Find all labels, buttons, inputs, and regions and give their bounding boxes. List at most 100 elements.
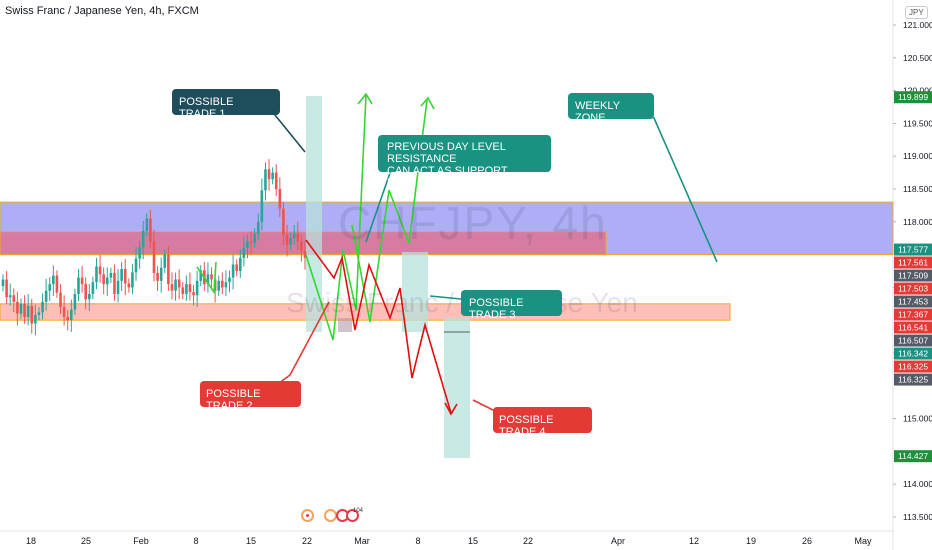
y-tick-label: 113.500	[903, 512, 932, 522]
candle-body	[127, 283, 131, 288]
price-label-box	[894, 321, 932, 334]
trade-2-box	[338, 318, 352, 332]
candle-body	[113, 272, 116, 294]
candle-body	[167, 254, 170, 285]
candle-body	[238, 257, 242, 271]
y-tick-label: 119.000	[903, 151, 932, 161]
candle-body	[221, 280, 224, 288]
x-tick-label: 15	[468, 536, 478, 546]
price-label-box	[894, 295, 932, 308]
price-label: 116.342	[898, 349, 928, 359]
chart-zones	[0, 201, 894, 321]
annotation-possible-trade-2[interactable]: POSSIBLE TRADE 2	[200, 381, 301, 412]
candle-body	[123, 269, 127, 284]
time-axis: 18 25 Feb 8 15 22 Mar 8 15 22 Apr 12 19 26 May	[26, 536, 872, 546]
x-tick-label: 15	[246, 536, 256, 546]
red-arrowhead	[444, 402, 458, 416]
economic-event-icon[interactable]	[346, 509, 359, 522]
candle-body	[12, 295, 16, 302]
price-label-box	[894, 450, 932, 463]
candle-body	[105, 277, 109, 285]
candle-body	[170, 284, 174, 291]
candle-body	[242, 248, 246, 258]
candle-body	[210, 274, 213, 280]
candle-body	[174, 279, 177, 291]
candle-body	[116, 280, 120, 294]
price-label: 117.561	[898, 258, 928, 268]
annotation-possible-trade-3[interactable]: POSSIBLE TRADE 3	[461, 290, 562, 321]
y-tick-label: 118.000	[903, 217, 932, 227]
candle-body	[44, 290, 48, 302]
candle-body	[271, 172, 274, 180]
candle-body	[141, 230, 145, 248]
candle-body	[23, 303, 26, 317]
candle-body	[159, 267, 163, 281]
price-label-box	[894, 282, 932, 295]
candle-body	[102, 274, 105, 285]
candle-body	[19, 303, 23, 314]
price-label: 116.325	[898, 375, 928, 385]
candle-body	[192, 291, 195, 296]
y-tick-label: 119.500	[903, 118, 932, 128]
candle-body	[274, 172, 278, 189]
candle-body	[289, 238, 292, 245]
candle-body	[16, 301, 19, 314]
candle-body	[37, 312, 41, 315]
price-label: 116.325	[898, 362, 928, 372]
chart-grid	[0, 0, 894, 550]
candle-body	[267, 169, 271, 180]
candle-body	[98, 266, 102, 275]
candle-body	[84, 284, 87, 300]
resistance-pointer	[365, 169, 392, 243]
x-tick-label: 26	[802, 536, 812, 546]
green-arrowhead-2	[420, 96, 435, 110]
candle-body	[87, 293, 91, 300]
annotation-possible-trade-1[interactable]: POSSIBLE TRADE 1	[172, 89, 280, 120]
candle-body	[8, 295, 12, 298]
candle-body	[95, 266, 98, 283]
candle-body	[249, 241, 253, 243]
x-tick-label: 22	[523, 536, 533, 546]
annotation-weekly-zone[interactable]: WEEKLY ZONE..	[568, 93, 654, 124]
economic-event-icon[interactable]	[301, 509, 314, 522]
y-tick-label: 121.000	[903, 20, 932, 30]
currency-label[interactable]: JPY	[905, 6, 928, 19]
trade-1-box	[306, 96, 322, 332]
x-tick-label: 8	[193, 536, 198, 546]
candlestick-series	[1, 159, 307, 336]
x-tick-label: Mar	[354, 536, 370, 546]
candle-body	[52, 275, 55, 285]
candle-body	[34, 314, 37, 324]
candle-body	[109, 272, 113, 278]
price-label-box	[894, 360, 932, 373]
annotation-previous-day-resistance[interactable]: PREVIOUS DAY LEVEL RESISTANCE CAN ACT AS…	[378, 135, 551, 189]
candle-body	[260, 190, 264, 222]
candle-body	[62, 307, 66, 317]
candle-body	[296, 233, 300, 242]
candle-body	[134, 258, 138, 273]
candle-body	[152, 241, 156, 273]
y-tick-label: 115.000	[903, 414, 932, 424]
price-label-box	[894, 347, 932, 360]
candle-body	[77, 277, 80, 294]
candle-body	[59, 292, 62, 308]
candle-body	[224, 282, 228, 288]
candle-body	[145, 218, 149, 231]
price-label: 117.367	[898, 310, 928, 320]
green-arrowhead-1	[357, 92, 373, 105]
annotation-possible-trade-4[interactable]: POSSIBLE TRADE 4	[493, 407, 592, 438]
candle-body	[30, 305, 34, 324]
candle-body	[5, 279, 8, 298]
x-tick-label: 18	[26, 536, 36, 546]
candle-body	[188, 284, 192, 292]
candle-body	[120, 269, 123, 281]
price-label: 116.541	[898, 323, 928, 333]
watermark-symbol: CHFJPY, 4h	[338, 197, 608, 249]
price-label: 117.453	[898, 297, 928, 307]
x-tick-label: 22	[302, 536, 312, 546]
candle-body	[292, 233, 296, 239]
price-label-box	[894, 243, 932, 256]
price-axis: 113.500114.000115.000116.000117.000118.0…	[893, 20, 932, 522]
x-tick-label: May	[854, 536, 872, 546]
